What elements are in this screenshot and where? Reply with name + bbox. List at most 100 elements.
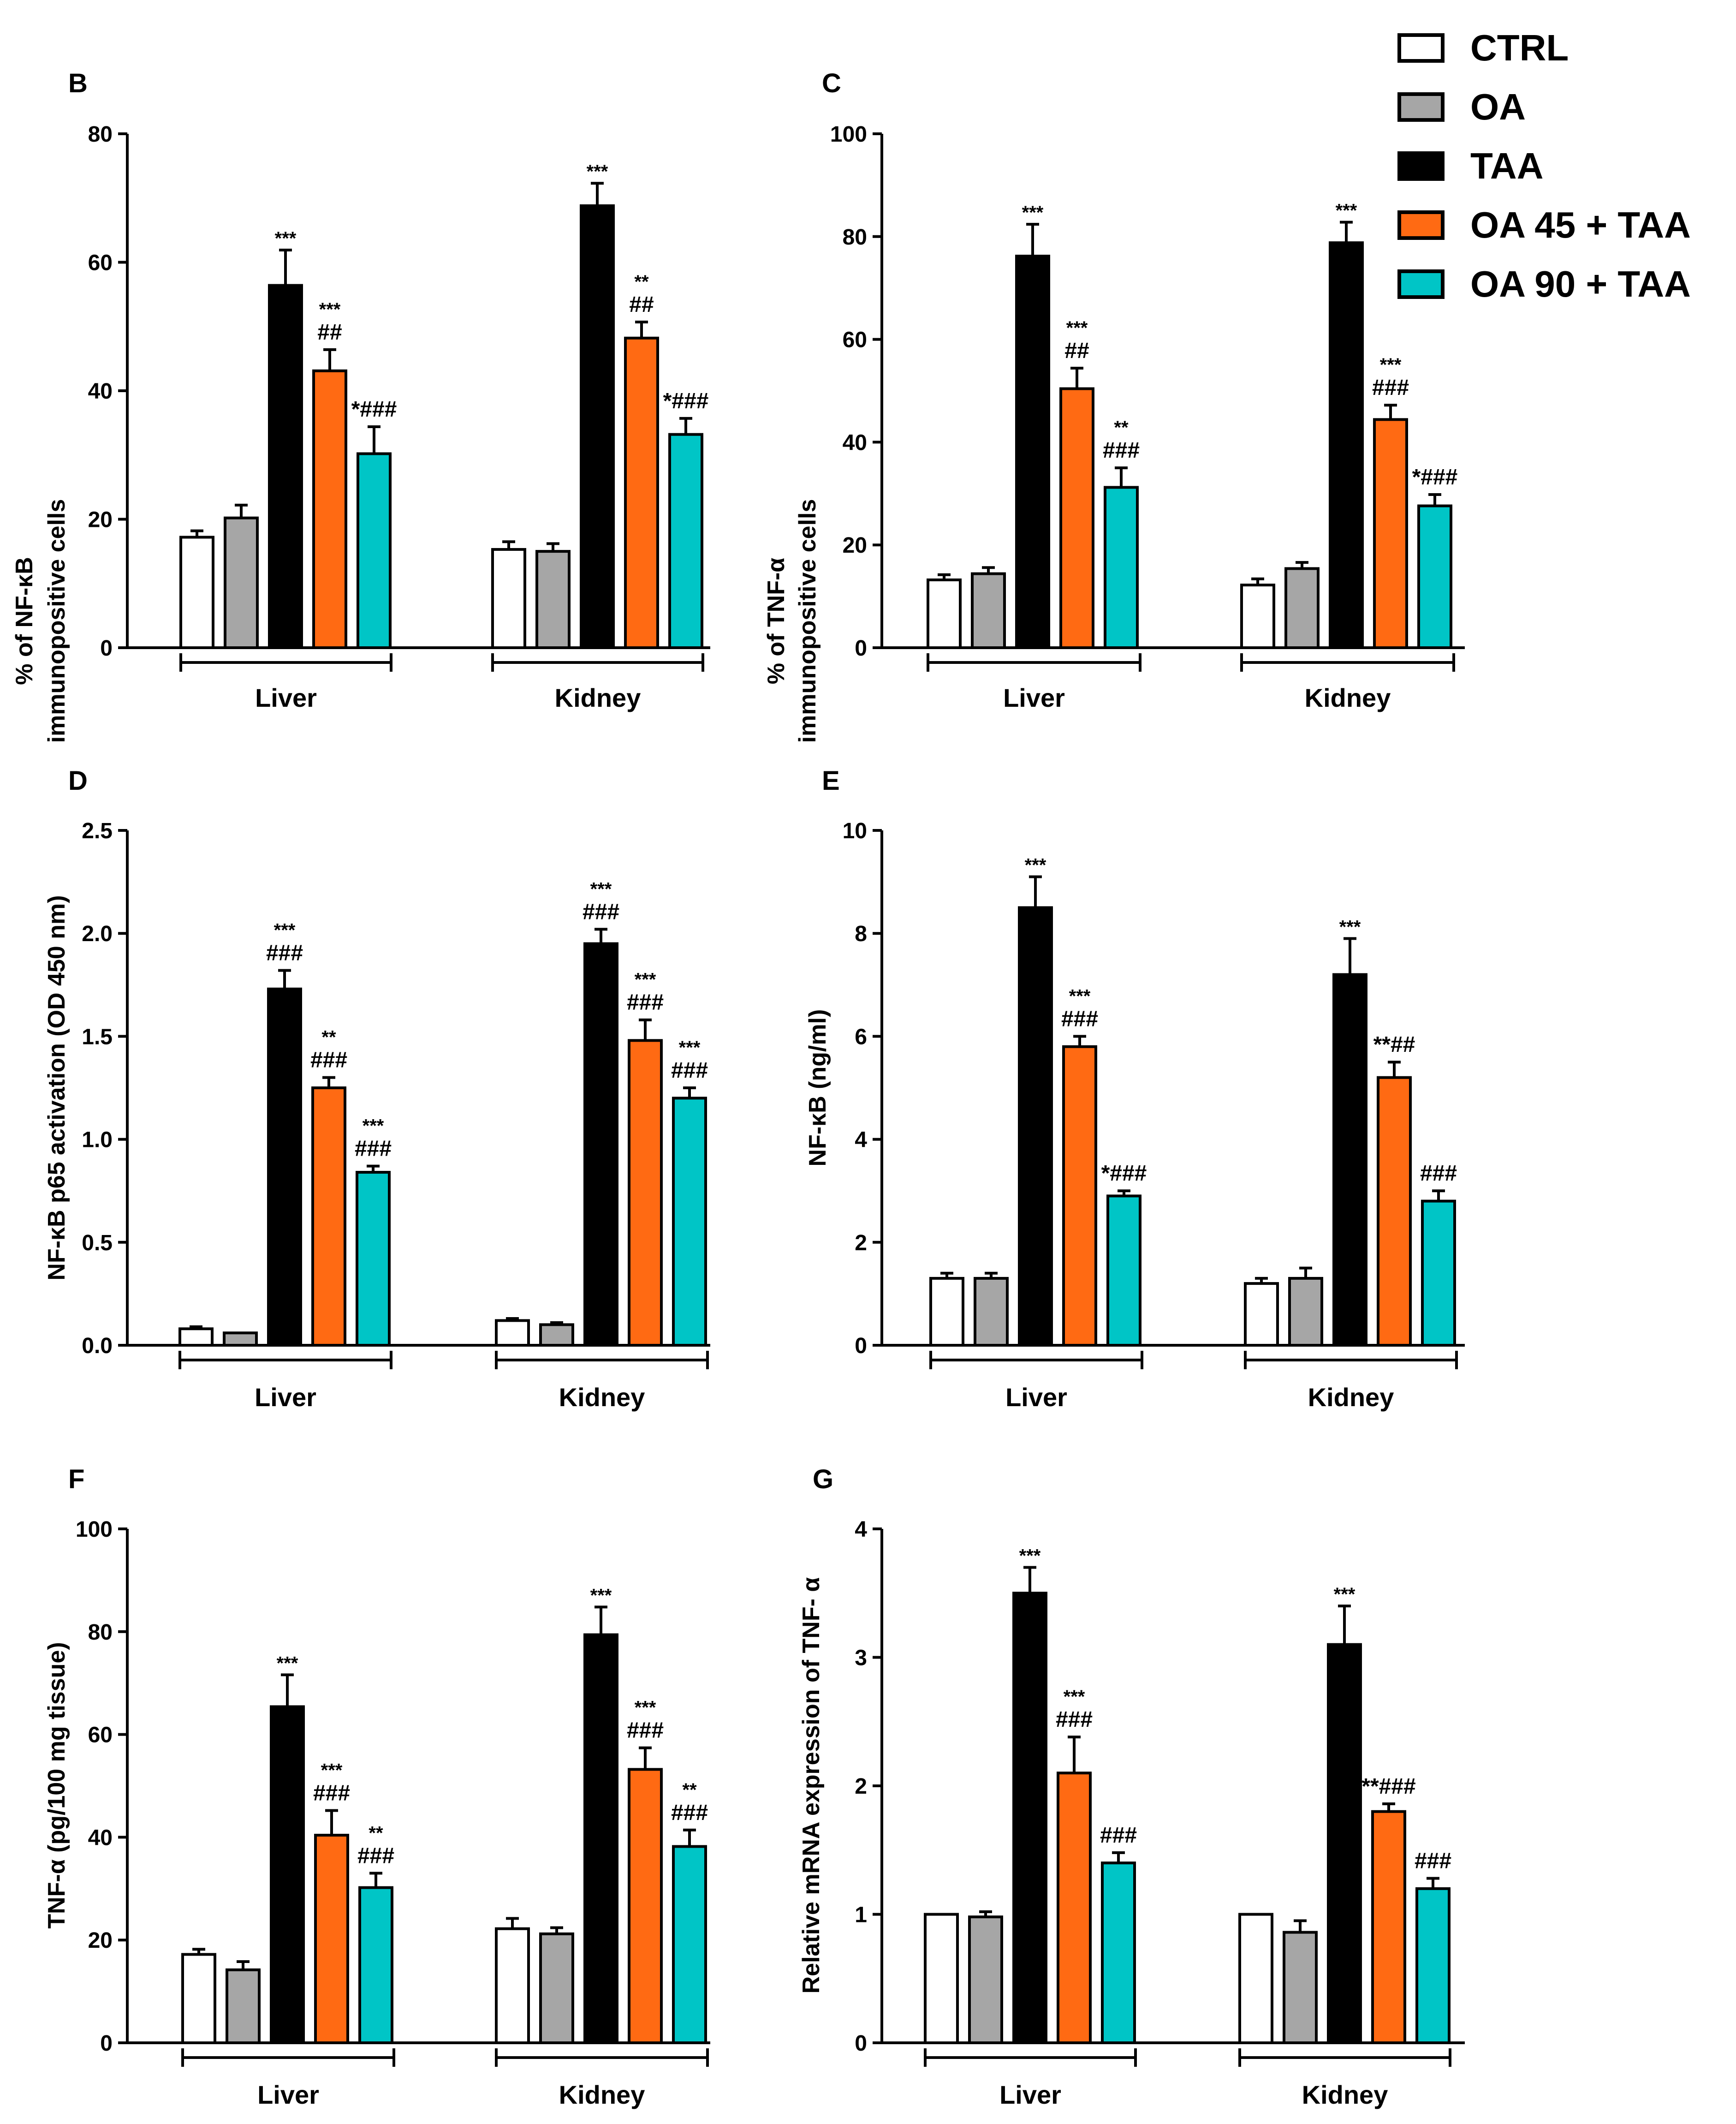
panel-letter: D <box>68 766 88 796</box>
y-tick-label: 4 <box>855 1128 867 1152</box>
significance-label: ## <box>317 320 342 345</box>
significance-label: ### <box>1103 438 1140 463</box>
category-label-liver: Liver <box>999 2080 1061 2109</box>
bar-oa-90-taa-kidney <box>1415 1887 1451 2045</box>
significance-label: *** <box>1069 986 1091 1006</box>
bar-ctrl-kidney <box>1238 1913 1273 2044</box>
legend-swatch-oa90-taa <box>1397 269 1445 299</box>
category-label-liver: Liver <box>1003 683 1065 712</box>
bar-oa-90-taa-liver <box>356 1171 391 1347</box>
significance-label: ### <box>1100 1823 1137 1848</box>
bar-oa-90-taa-kidney <box>672 1097 707 1347</box>
panel-letter: E <box>822 766 840 796</box>
y-axis-label: Relative mRNA expression of TNF- α <box>798 1577 825 1994</box>
legend-label-oa45-taa: OA 45 + TAA <box>1470 204 1691 245</box>
bar-taa-liver <box>1012 1592 1047 2044</box>
bar-oa-45-taa-kidney <box>1371 1810 1406 2044</box>
y-tick-label: 2 <box>855 1774 867 1799</box>
bar-oa-45-taa-liver <box>314 1833 349 2045</box>
bar-oa-45-taa-liver <box>312 369 347 649</box>
y-tick-label: 20 <box>88 508 113 532</box>
category-label-kidney: Kidney <box>1308 1383 1394 1412</box>
bar-taa-kidney <box>1327 1643 1362 2044</box>
significance-label: *** <box>363 1116 384 1136</box>
category-label-liver: Liver <box>255 1383 316 1412</box>
significance-label: ### <box>1061 1007 1098 1031</box>
y-tick-label: 20 <box>88 1928 113 1953</box>
significance-label: *** <box>1334 1584 1356 1605</box>
category-label-kidney: Kidney <box>559 1383 645 1412</box>
category-label-liver: Liver <box>1005 1383 1067 1412</box>
panel-letter: F <box>68 1464 84 1494</box>
y-tick-label: 0 <box>100 636 113 661</box>
significance-label: *** <box>275 228 297 249</box>
category-label-kidney: Kidney <box>1302 2080 1388 2109</box>
category-label-liver: Liver <box>257 2080 319 2109</box>
legend-label-oa90-taa: OA 90 + TAA <box>1470 263 1691 304</box>
y-tick-label: 0 <box>855 2031 867 2056</box>
significance-label: *** <box>1339 917 1361 937</box>
significance-label: *** <box>590 879 612 899</box>
significance-label: *** <box>679 1038 701 1058</box>
panel-letter: B <box>68 68 88 98</box>
y-tick-label: 2.0 <box>82 922 113 946</box>
significance-label: **## <box>1373 1032 1415 1057</box>
y-tick-label: 4 <box>855 1517 867 1542</box>
bar-taa-kidney <box>580 204 615 649</box>
y-tick-label: 0 <box>100 2031 113 2056</box>
significance-label: ### <box>627 1718 664 1743</box>
bar-oa-45-taa-kidney <box>628 1039 663 1347</box>
bar-taa-liver <box>267 987 302 1347</box>
bar-taa-kidney <box>1332 973 1367 1347</box>
significance-label: *** <box>1380 355 1402 375</box>
legend-swatch-taa <box>1397 151 1445 181</box>
y-tick-label: 0.5 <box>82 1231 113 1255</box>
bar-oa-45-taa-kidney <box>1377 1076 1412 1347</box>
y-axis-label: NF-κB p65 activation (OD 450 nm) <box>43 895 70 1280</box>
y-tick-label: 100 <box>76 1517 113 1542</box>
significance-label: ### <box>1372 376 1409 400</box>
y-tick-label: 60 <box>88 251 113 275</box>
y-tick-label: 80 <box>88 122 113 147</box>
significance-label: ### <box>671 1058 708 1083</box>
y-tick-label: 2.5 <box>82 819 113 843</box>
bar-oa-liver <box>223 1331 258 1347</box>
bar-oa-45-taa-kidney <box>628 1768 663 2045</box>
significance-label: *** <box>1022 203 1044 223</box>
significance-label: ## <box>629 292 654 317</box>
significance-label: ### <box>310 1048 347 1073</box>
significance-label: *** <box>274 920 296 941</box>
bar-oa-90-taa-liver <box>1106 1194 1141 1347</box>
bar-oa-90-taa-kidney <box>1417 504 1452 649</box>
y-tick-label: 0 <box>855 1334 867 1358</box>
panel-b: B 0 20 40 60 80 % of NF-κB immunopositive cells… <box>11 68 710 743</box>
legend-swatch-oa <box>1397 92 1445 122</box>
legend-item-oa: OA <box>1397 78 1730 137</box>
bar-ctrl-liver <box>178 1327 214 1347</box>
category-label-kidney: Kidney <box>1305 683 1391 712</box>
y-axis-label: immunopositive cells <box>43 499 70 743</box>
bar-taa-kidney <box>583 942 618 1347</box>
y-tick-label: 40 <box>88 379 113 404</box>
bar-ctrl-liver <box>181 1953 216 2045</box>
y-tick-label: 80 <box>843 225 867 250</box>
bar-oa-kidney <box>1283 1931 1318 2045</box>
legend: CTRL OA TAA OA 45 + TAA OA 90 + TAA <box>1397 18 1730 314</box>
bar-oa-90-taa-liver <box>358 1886 393 2045</box>
bar-oa-kidney <box>1288 1277 1323 1347</box>
y-tick-label: 0 <box>855 636 867 661</box>
bar-oa-90-taa-kidney <box>1421 1199 1456 1347</box>
y-tick-label: 0.0 <box>82 1334 113 1358</box>
bar-ctrl-liver <box>927 578 962 650</box>
bar-oa-liver <box>224 516 259 649</box>
bar-oa-90-taa-liver <box>357 452 392 650</box>
bar-taa-liver <box>1018 906 1053 1347</box>
panel-d: D 0.0 0.5 1.0 1.5 2.0 2.5 NF-κB p65 activation … <box>43 766 710 1412</box>
y-tick-label: 20 <box>843 533 867 558</box>
bar-oa-45-taa-liver <box>311 1086 346 1347</box>
category-label-liver: Liver <box>255 683 317 712</box>
bar-taa-liver <box>1015 255 1050 649</box>
significance-label: ### <box>313 1781 350 1805</box>
y-tick-label: 80 <box>88 1620 113 1645</box>
y-axis-label: TNF-α (pg/100 mg tissue) <box>43 1642 70 1928</box>
